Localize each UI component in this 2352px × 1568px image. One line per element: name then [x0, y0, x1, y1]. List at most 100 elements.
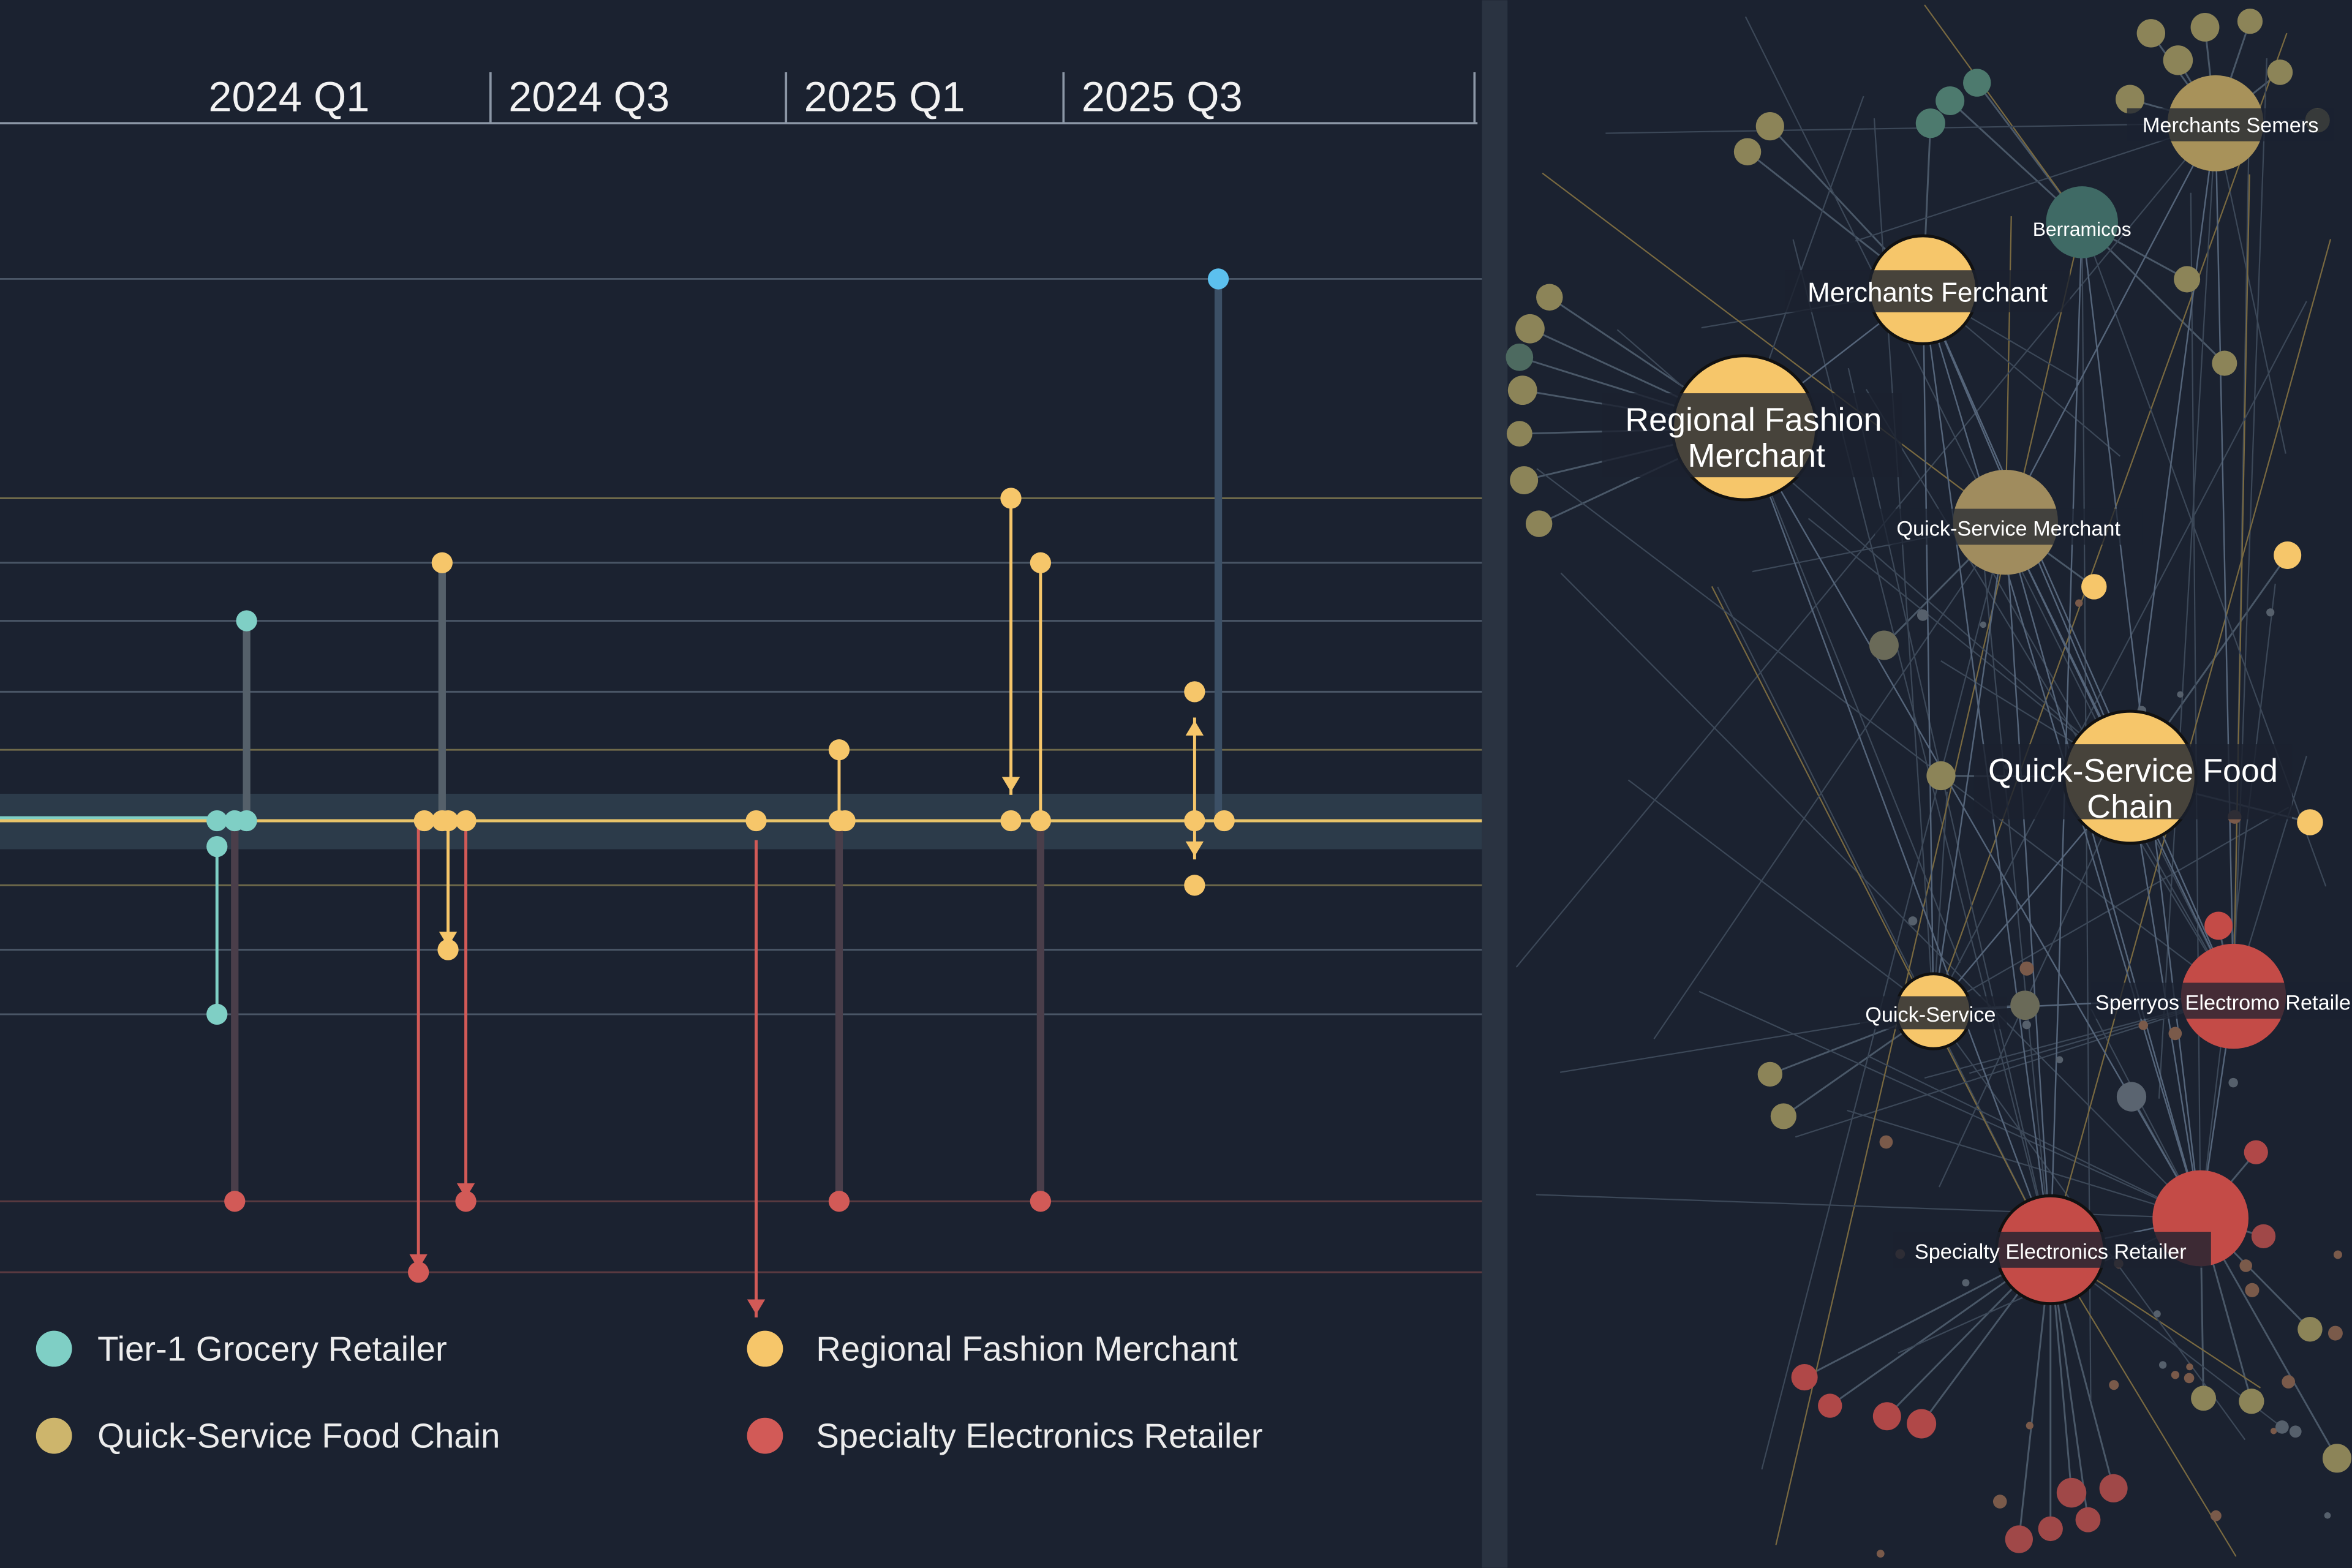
network-node[interactable]	[2212, 350, 2237, 376]
legend-swatch	[36, 1330, 72, 1367]
node-quick-service[interactable]: Quick-Service	[1860, 972, 2007, 1050]
network-node[interactable]	[1915, 108, 1945, 138]
data-point[interactable]	[1213, 810, 1235, 832]
data-point[interactable]	[206, 810, 228, 832]
network-node[interactable]	[2239, 1389, 2264, 1414]
network-node[interactable]	[1757, 1061, 1782, 1087]
network-node[interactable]	[1926, 761, 1956, 791]
legend-item-quick-service[interactable]: Quick-Service Food Chain	[36, 1417, 500, 1455]
legend-item-specialty-electronics[interactable]: Specialty Electronics Retailer	[747, 1417, 1263, 1455]
network-node[interactable]	[2081, 574, 2107, 600]
network-node[interactable]	[1791, 1364, 1818, 1391]
network-node[interactable]	[1506, 421, 1532, 447]
data-point[interactable]	[206, 835, 228, 858]
node-regional-fashion-merchant[interactable]: Regional Fashion Merchant	[1602, 354, 1902, 502]
data-point[interactable]	[437, 939, 459, 960]
network-node[interactable]	[2297, 1316, 2323, 1342]
node-quick-service-food-chain[interactable]: Quick-Service Food Chain	[1973, 709, 2293, 845]
network-node[interactable]	[2190, 13, 2220, 42]
node-label: Quick-Service Merchant	[1896, 518, 2120, 541]
network-node[interactable]	[1869, 630, 1899, 660]
node-merchants-ferchant[interactable]: Merchants Ferchant	[1785, 234, 2070, 345]
legend-label: Specialty Electronics Retailer	[816, 1417, 1262, 1455]
legend-swatch	[747, 1417, 783, 1454]
network-node[interactable]	[2244, 1140, 2268, 1164]
data-point[interactable]	[431, 552, 453, 573]
node-quick-service-merchant[interactable]: Quick-Service Merchant	[1875, 469, 2143, 575]
data-point[interactable]	[1184, 875, 1205, 896]
data-point[interactable]	[1030, 1191, 1051, 1212]
legend-item-tier1-grocery[interactable]: Tier-1 Grocery Retailer	[36, 1330, 447, 1368]
network-node	[2158, 1361, 2167, 1369]
data-point[interactable]	[1030, 810, 1051, 832]
data-point[interactable]	[1184, 681, 1205, 703]
network-node[interactable]	[1872, 1402, 1901, 1431]
node-label-line-1: Regional Fashion	[1625, 401, 1882, 438]
network-node[interactable]	[1770, 1103, 1796, 1129]
network-node[interactable]	[1907, 1409, 1937, 1439]
data-point[interactable]	[206, 1003, 228, 1025]
network-node[interactable]	[2116, 85, 2145, 114]
data-point[interactable]	[437, 810, 459, 832]
network-node	[2245, 1283, 2260, 1297]
network-node[interactable]	[2191, 1385, 2216, 1411]
data-point[interactable]	[1184, 810, 1205, 832]
data-point[interactable]	[745, 810, 767, 832]
network-node[interactable]	[2005, 1525, 2033, 1553]
network-edge	[2190, 192, 2201, 1218]
network-node[interactable]	[2251, 1224, 2276, 1249]
legend-item-regional-fashion[interactable]: Regional Fashion Merchant	[747, 1330, 1238, 1368]
network-node[interactable]	[1818, 1393, 1842, 1418]
data-point[interactable]	[828, 1191, 850, 1212]
network-node[interactable]	[2297, 809, 2323, 835]
data-point[interactable]	[236, 610, 257, 631]
network-node[interactable]	[2075, 1507, 2101, 1532]
panel-divider[interactable]	[1482, 0, 1508, 1568]
network-edge	[1847, 1109, 2201, 1219]
data-point[interactable]	[455, 1191, 477, 1212]
data-point[interactable]	[1030, 552, 1051, 573]
node-berramicos[interactable]: Berramicos	[2033, 186, 2132, 258]
network-node[interactable]	[2237, 9, 2263, 34]
network-node[interactable]	[2322, 1444, 2352, 1473]
data-point[interactable]	[1000, 810, 1022, 832]
network-node[interactable]	[2267, 59, 2293, 85]
network-node[interactable]	[1936, 86, 1965, 116]
network-node[interactable]	[2174, 266, 2201, 293]
network-node[interactable]	[1963, 69, 1991, 97]
network-node[interactable]	[1733, 138, 1762, 165]
network-node[interactable]	[2274, 541, 2302, 570]
node-merchants-semers[interactable]: Merchants Semers	[2127, 75, 2334, 172]
data-point[interactable]	[236, 810, 257, 832]
legend-label: Quick-Service Food Chain	[97, 1417, 500, 1455]
network-node[interactable]	[1507, 375, 1537, 405]
network-node[interactable]	[1510, 466, 1539, 495]
network-node[interactable]	[1755, 112, 1784, 141]
network-node[interactable]	[2056, 1477, 2087, 1508]
network-node[interactable]	[2136, 19, 2166, 48]
data-point[interactable]	[413, 810, 435, 832]
network-node[interactable]	[1515, 314, 1545, 344]
node-sperryos-electromo-retaile[interactable]: Sperryos Electromo Retaile	[2090, 943, 2352, 1049]
node-specialty-electronics-retailer[interactable]: Specialty Electronics Retailer	[1893, 1194, 2211, 1306]
network-edge	[1865, 389, 2234, 997]
network-node[interactable]	[2204, 911, 2233, 940]
data-point[interactable]	[834, 810, 856, 832]
network-edge	[2005, 522, 2051, 1250]
network-node[interactable]	[1536, 284, 1563, 311]
network-node[interactable]	[2116, 1082, 2147, 1112]
data-point[interactable]	[1000, 488, 1022, 509]
network-node[interactable]	[2010, 990, 2040, 1020]
network-node[interactable]	[2038, 1516, 2063, 1542]
data-point[interactable]	[828, 739, 850, 761]
network-node[interactable]	[2099, 1474, 2128, 1502]
network-edge	[1807, 518, 2131, 778]
network-node[interactable]	[2163, 45, 2193, 75]
data-point[interactable]	[224, 1191, 246, 1212]
network-node[interactable]	[1506, 343, 1534, 371]
data-point[interactable]	[1207, 268, 1229, 290]
data-point[interactable]	[455, 810, 477, 832]
network-node[interactable]	[1525, 510, 1553, 537]
data-point[interactable]	[408, 1262, 429, 1283]
